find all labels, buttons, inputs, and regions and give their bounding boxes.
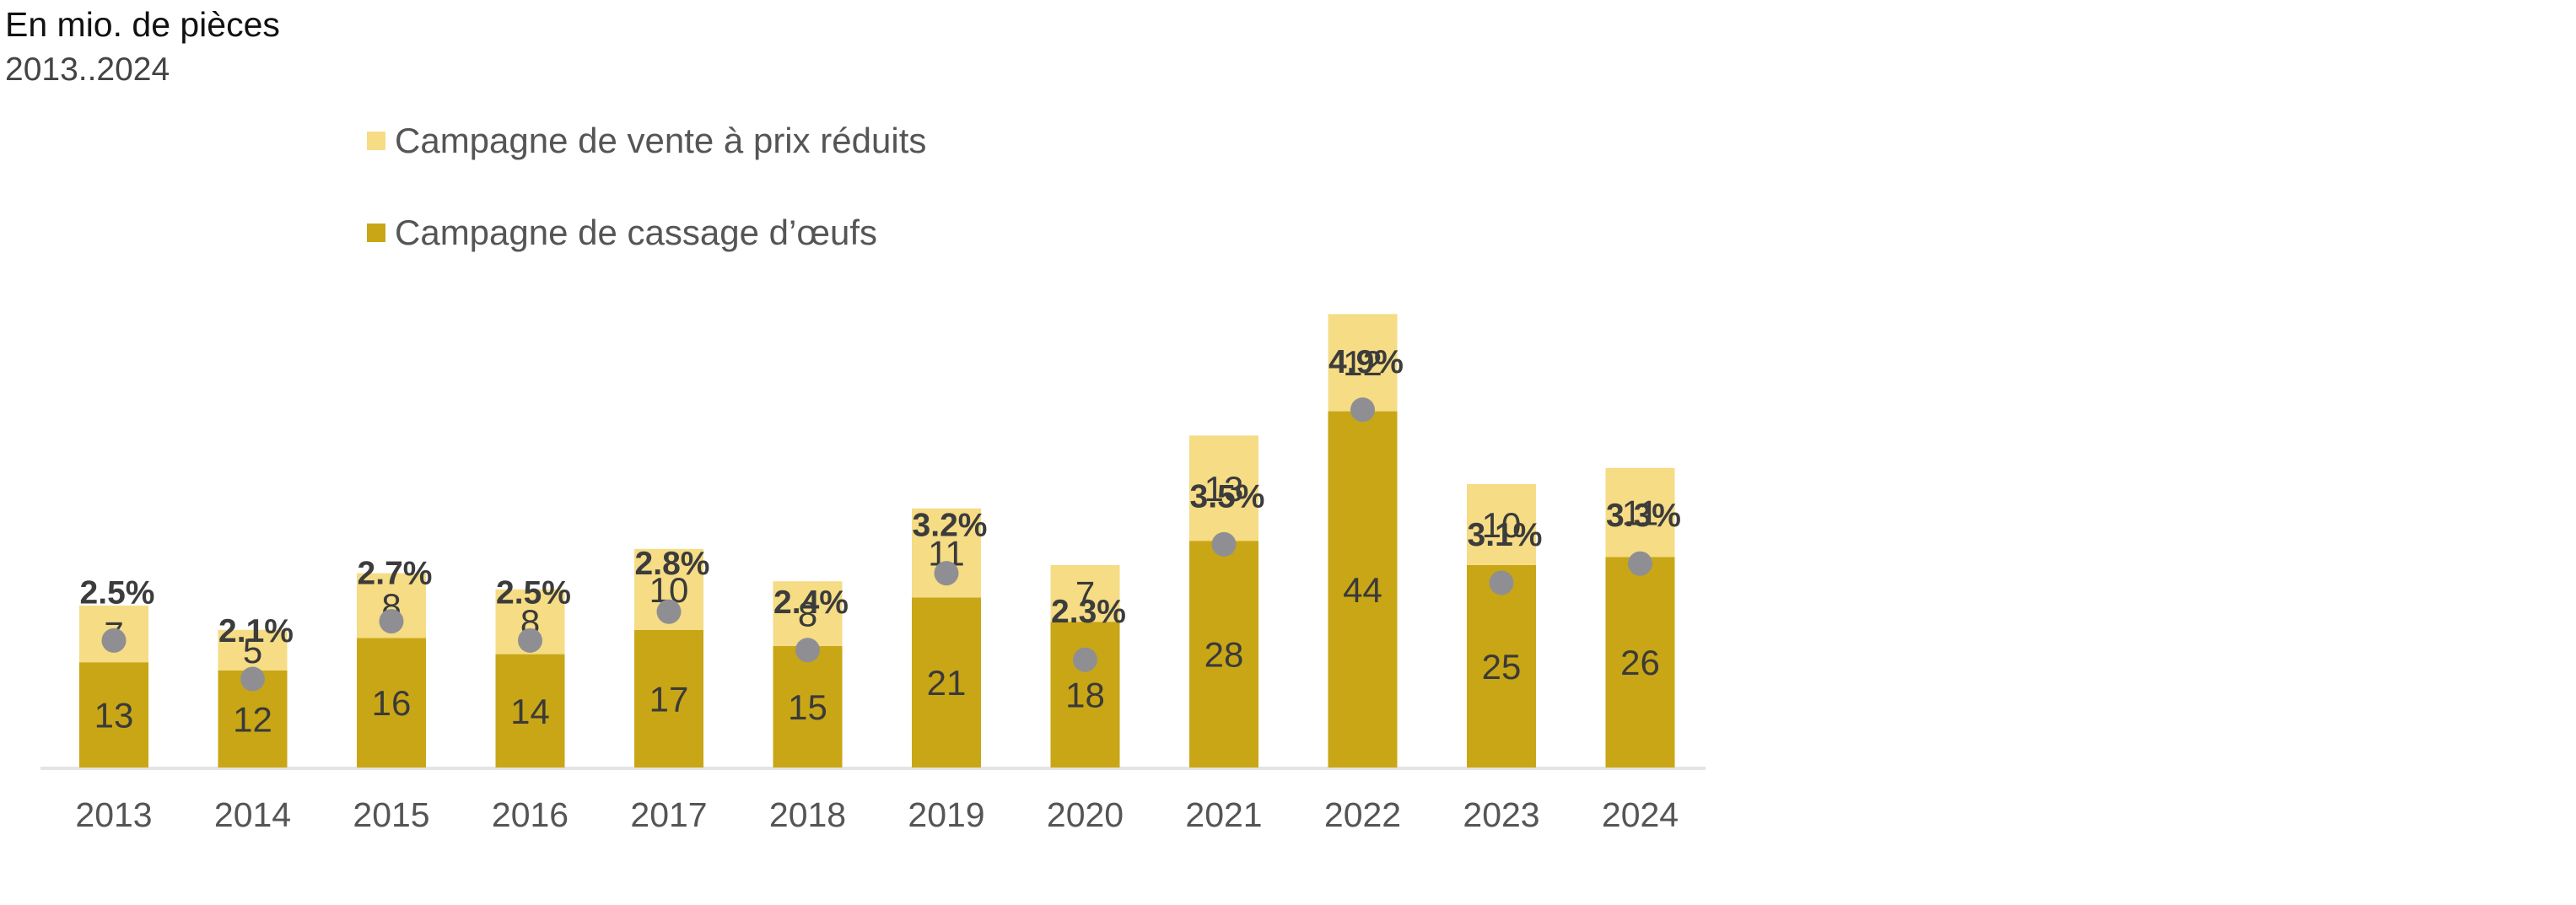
value-label-cassage-2018: 15 <box>788 687 827 727</box>
bar-cassage-2022 <box>1328 411 1398 768</box>
bar-cassage-2013 <box>79 662 148 768</box>
x-tick-2024: 2024 <box>1602 795 1679 834</box>
bar-cassage-2017 <box>634 629 703 768</box>
value-label-vente-2021: 13 <box>1204 469 1244 509</box>
value-label-vente-2018: 8 <box>798 595 817 634</box>
bar-vente-2024 <box>1605 467 1675 558</box>
value-label-cassage-2021: 28 <box>1204 635 1244 675</box>
bar-vente-2021 <box>1189 435 1258 541</box>
chart-period: 2013..2024 <box>5 51 170 88</box>
chart-legend: Campagne de vente à prix réduits Campagne… <box>367 121 926 252</box>
value-label-cassage-2016: 14 <box>510 692 550 731</box>
share-marker-2015 <box>379 609 404 634</box>
bar-cassage-2023 <box>1467 565 1536 768</box>
share-label-2014: 2.1% <box>218 613 294 649</box>
bar-vente-2020 <box>1050 565 1120 622</box>
value-label-cassage-2015: 16 <box>372 683 412 723</box>
bar-cassage-2018 <box>773 646 843 768</box>
chart-subtitle: En mio. de pièces <box>5 5 280 44</box>
value-label-cassage-2022: 44 <box>1343 570 1382 610</box>
chart-bars: 1372.5%1252.1%1682.7%1482.5%17102.8%1582… <box>79 314 1681 768</box>
share-label-2019: 3.2% <box>913 508 988 544</box>
share-label-2021: 3.5% <box>1190 478 1265 514</box>
share-label-2016: 2.5% <box>496 574 571 611</box>
share-marker-2020 <box>1073 647 1097 672</box>
share-marker-2014 <box>240 666 265 692</box>
value-label-vente-2024: 11 <box>1622 493 1659 533</box>
x-tick-2021: 2021 <box>1185 795 1262 834</box>
bar-vente-2023 <box>1467 484 1536 565</box>
value-label-vente-2020: 7 <box>1075 574 1095 614</box>
legend-swatch-cassage <box>367 224 385 242</box>
value-label-cassage-2020: 18 <box>1065 676 1105 715</box>
share-marker-2023 <box>1489 570 1514 595</box>
value-label-cassage-2023: 25 <box>1482 647 1522 687</box>
value-label-cassage-2013: 13 <box>94 696 134 735</box>
bar-cassage-2021 <box>1189 541 1258 768</box>
bar-vente-2014 <box>218 629 288 671</box>
bar-cassage-2020 <box>1050 622 1120 768</box>
x-tick-2023: 2023 <box>1463 795 1539 834</box>
share-marker-2017 <box>656 599 682 624</box>
x-tick-2020: 2020 <box>1047 795 1124 834</box>
value-label-vente-2022: 12 <box>1343 343 1382 383</box>
share-marker-2018 <box>795 638 820 663</box>
x-tick-2019: 2019 <box>908 795 984 834</box>
x-tick-2016: 2016 <box>492 795 569 834</box>
x-tick-2018: 2018 <box>769 795 846 834</box>
x-tick-2015: 2015 <box>353 795 429 834</box>
value-label-cassage-2019: 21 <box>927 663 967 703</box>
legend-swatch-vente <box>367 132 385 150</box>
legend-label-vente: Campagne de vente à prix réduits <box>395 121 926 160</box>
share-marker-2022 <box>1350 397 1375 423</box>
bar-vente-2022 <box>1328 314 1398 412</box>
share-label-2017: 2.8% <box>635 546 710 582</box>
share-marker-2024 <box>1628 551 1652 576</box>
x-tick-2022: 2022 <box>1324 795 1401 834</box>
x-axis-ticks: 2013 2014 2015 2016 2017 2018 2019 2020 2021 2022… <box>75 795 1679 834</box>
bar-vente-2018 <box>773 581 843 646</box>
value-label-cassage-2014: 12 <box>233 699 272 739</box>
share-label-2015: 2.7% <box>358 556 433 592</box>
x-tick-2017: 2017 <box>630 795 707 834</box>
share-label-2023: 3.1% <box>1468 517 1543 553</box>
share-marker-2016 <box>518 628 542 653</box>
share-label-2013: 2.5% <box>80 574 155 611</box>
share-label-2022: 4.9% <box>1328 344 1404 380</box>
share-marker-2013 <box>101 628 127 653</box>
share-marker-2019 <box>934 561 959 586</box>
value-label-vente-2014: 5 <box>243 631 262 671</box>
value-label-cassage-2024: 26 <box>1620 643 1660 682</box>
bar-cassage-2024 <box>1605 557 1675 768</box>
share-marker-2021 <box>1211 531 1237 557</box>
value-label-vente-2023: 10 <box>1482 505 1522 545</box>
bar-cassage-2016 <box>495 654 565 768</box>
share-label-2020: 2.3% <box>1051 594 1126 630</box>
x-tick-2014: 2014 <box>214 795 291 834</box>
bar-cassage-2015 <box>357 638 426 768</box>
x-tick-2013: 2013 <box>75 795 152 834</box>
legend-label-cassage: Campagne de cassage d’œufs <box>395 213 877 252</box>
share-label-2024: 3.3% <box>1606 498 1681 534</box>
share-label-2018: 2.4% <box>773 584 849 621</box>
bar-cassage-2019 <box>912 597 981 768</box>
value-label-cassage-2017: 17 <box>649 679 689 719</box>
